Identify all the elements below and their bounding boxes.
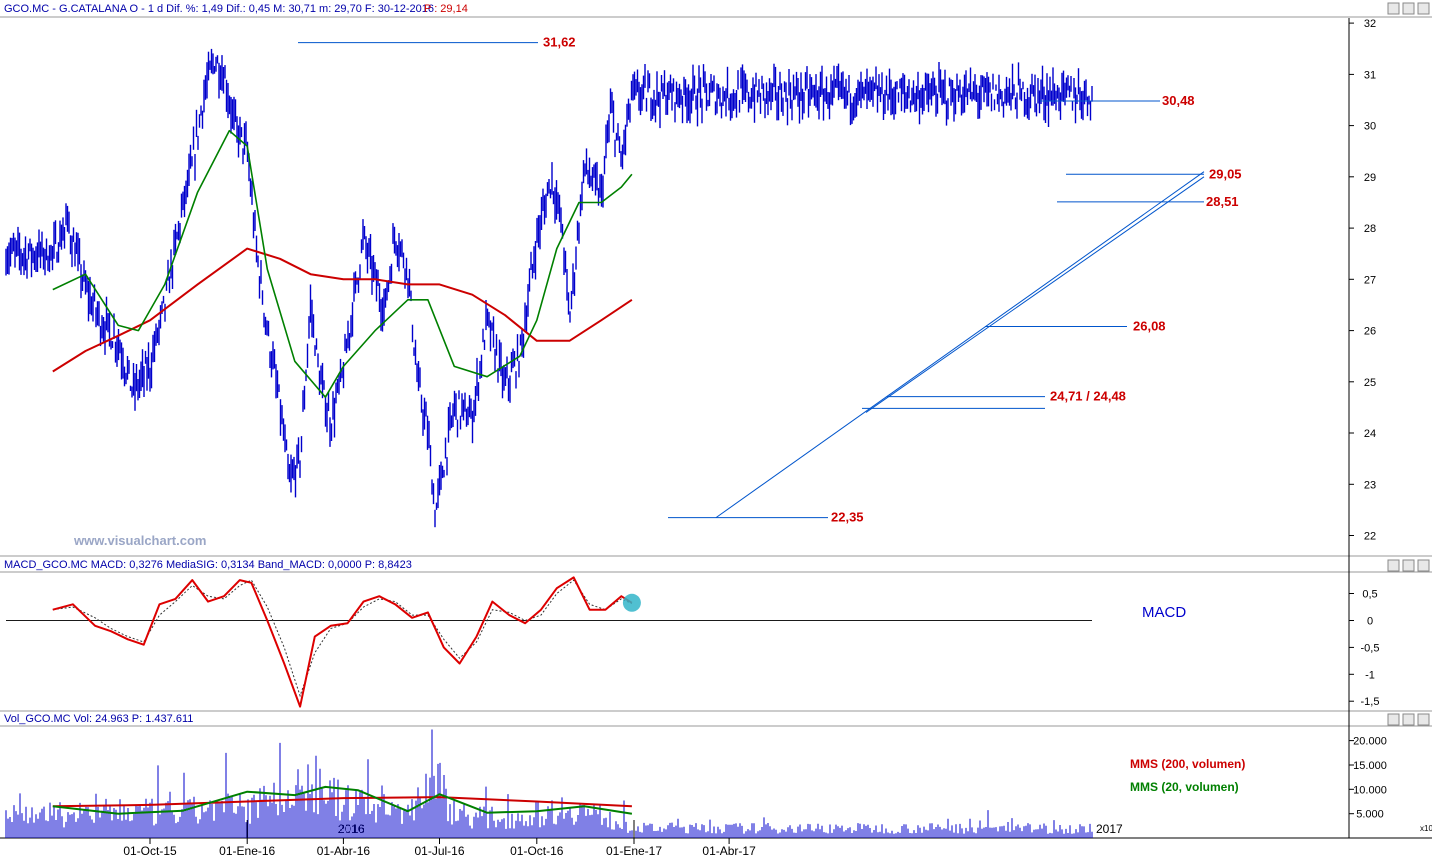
watermark: www.visualchart.com bbox=[73, 533, 206, 548]
macd-line bbox=[52, 576, 633, 708]
price-axis-tick-label: 32 bbox=[1364, 18, 1376, 30]
x-axis-tick-label: 01-Abr-17 bbox=[702, 844, 756, 857]
price-axis-tick-label: 27 bbox=[1364, 274, 1376, 286]
close-button[interactable] bbox=[1417, 713, 1430, 726]
close-button[interactable] bbox=[1417, 559, 1430, 572]
macd-axis-tick-label: -0,5 bbox=[1361, 642, 1380, 654]
x-axis-tick-label: 01-Ene-17 bbox=[606, 844, 662, 857]
price-axis-tick-label: 23 bbox=[1364, 479, 1376, 491]
trend-line bbox=[865, 176, 1205, 413]
macd-panel-buttons[interactable] bbox=[1387, 559, 1430, 572]
volume-sma200-line bbox=[52, 796, 632, 808]
macd-axis-tick-label: 0 bbox=[1367, 616, 1373, 628]
level-label: 26,08 bbox=[1133, 319, 1166, 334]
x-axis-tick-label: 01-Oct-15 bbox=[123, 844, 177, 857]
maximize-button[interactable] bbox=[1402, 559, 1415, 572]
macd-last-value-marker bbox=[622, 593, 641, 612]
level-label: 28,51 bbox=[1206, 194, 1239, 209]
macd-panel-header: MACD_GCO.MC MACD: 0,3276 MediaSIG: 0,313… bbox=[4, 559, 412, 571]
level-label: 29,05 bbox=[1209, 166, 1242, 181]
maximize-button[interactable] bbox=[1402, 2, 1415, 15]
volume-panel-buttons[interactable] bbox=[1387, 713, 1430, 726]
x-axis-tick-label: 01-Ene-16 bbox=[219, 844, 275, 857]
volume-sma20-line bbox=[52, 785, 633, 815]
volume-axis-tick-label: 5.000 bbox=[1356, 809, 1384, 821]
volume-axis-tick-label: 20.000 bbox=[1353, 736, 1387, 748]
macd-axis-tick-label: 0,5 bbox=[1362, 589, 1377, 601]
macd-label: MACD bbox=[1142, 604, 1186, 621]
level-label: 30,48 bbox=[1162, 93, 1195, 108]
price-axis-tick-label: 24 bbox=[1364, 428, 1376, 440]
volume-axis-tick-label: 10.000 bbox=[1353, 784, 1387, 796]
price-axis-tick-label: 25 bbox=[1364, 377, 1376, 389]
macd-axis-tick-label: -1,5 bbox=[1361, 696, 1380, 708]
macd-signal-line bbox=[52, 579, 633, 698]
price-panel-header: GCO.MC - G.CATALANA O - 1 d Dif. %: 1,49… bbox=[4, 3, 434, 15]
price-axis-tick-label: 31 bbox=[1364, 69, 1376, 81]
level-label: 22,35 bbox=[831, 510, 864, 525]
price-axis-tick-label: 30 bbox=[1364, 121, 1376, 133]
price-panel-header-extra: P : 29,14 bbox=[424, 3, 468, 15]
level-label: 31,62 bbox=[543, 35, 576, 50]
volume-axis-tick-label: 15.000 bbox=[1353, 760, 1387, 772]
price-panel-buttons[interactable] bbox=[1387, 2, 1430, 15]
price-axis-tick-label: 22 bbox=[1364, 531, 1376, 543]
minimize-button[interactable] bbox=[1387, 559, 1400, 572]
x-axis-tick-label: 01-Abr-16 bbox=[317, 844, 371, 857]
x-axis-tick-label: 01-Jul-16 bbox=[414, 844, 464, 857]
price-axis-tick-label: 26 bbox=[1364, 326, 1376, 338]
volume-panel-header: Vol_GCO.MC Vol: 24.963 P: 1.437.611 bbox=[4, 713, 193, 725]
maximize-button[interactable] bbox=[1402, 713, 1415, 726]
close-button[interactable] bbox=[1417, 2, 1430, 15]
trend-line bbox=[715, 171, 1205, 519]
macd-axis-tick-label: -1 bbox=[1365, 669, 1375, 681]
x-axis-tick-label: 01-Oct-16 bbox=[510, 844, 564, 857]
legend-volume-sma20: MMS (20, volumen) bbox=[1130, 780, 1239, 794]
volume-scale-note: x10 bbox=[1420, 824, 1432, 833]
price-axis-tick-label: 28 bbox=[1364, 223, 1376, 235]
minimize-button[interactable] bbox=[1387, 2, 1400, 15]
year-marker-2017: 2017 bbox=[1096, 822, 1123, 836]
price-axis-tick-label: 29 bbox=[1364, 172, 1376, 184]
sma200-line bbox=[52, 247, 633, 373]
level-label: 24,71 / 24,48 bbox=[1050, 389, 1126, 404]
sma20-line bbox=[52, 129, 633, 399]
minimize-button[interactable] bbox=[1387, 713, 1400, 726]
legend-volume-sma200: MMS (200, volumen) bbox=[1130, 757, 1245, 771]
